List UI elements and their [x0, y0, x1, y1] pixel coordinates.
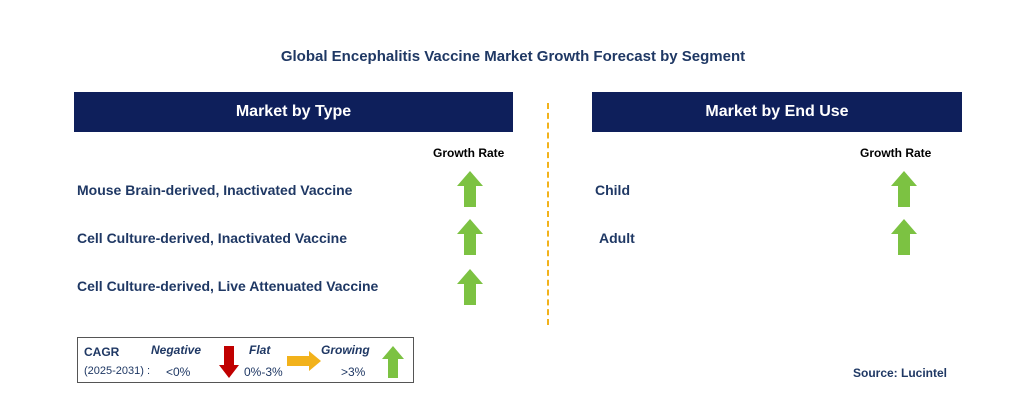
end-use-row-label: Adult: [599, 230, 635, 246]
growing-arrow-icon: [457, 269, 483, 305]
legend-flat-label: Flat: [249, 343, 271, 357]
growing-arrow-icon: [891, 171, 917, 207]
cagr-legend: CAGR (2025-2031) : Negative <0% Flat 0%-…: [77, 337, 414, 383]
legend-growing-range: >3%: [341, 365, 366, 379]
growing-arrow-icon: [891, 219, 917, 255]
growing-arrow-icon: [457, 171, 483, 207]
growing-arrow-icon: [457, 219, 483, 255]
source-note: Source: Lucintel: [852, 366, 947, 380]
legend-growing-label: Growing: [321, 343, 370, 357]
type-row-label: Cell Culture-derived, Live Attenuated Va…: [77, 278, 379, 294]
growth-rate-label-end-use: Growth Rate: [860, 146, 932, 160]
legend-flat-range: 0%-3%: [244, 365, 283, 379]
legend-negative-range: <0%: [166, 365, 191, 379]
negative-arrow-icon: [219, 346, 239, 378]
type-row-label: Mouse Brain-derived, Inactivated Vaccine: [77, 182, 353, 198]
market-by-type-header: Market by Type: [74, 92, 513, 132]
panel-divider: [547, 103, 549, 325]
type-row-label: Cell Culture-derived, Inactivated Vaccin…: [77, 230, 347, 246]
legend-period: (2025-2031) :: [84, 365, 151, 377]
flat-arrow-icon: [287, 351, 321, 371]
legend-negative-label: Negative: [151, 343, 202, 357]
market-by-end-use-header: Market by End Use: [592, 92, 962, 132]
growing-arrow-icon: [382, 346, 404, 378]
end-use-row-label: Child: [595, 182, 630, 198]
growth-rate-label-type: Growth Rate: [433, 146, 505, 160]
page-title: Global Encephalitis Vaccine Market Growt…: [280, 48, 746, 65]
legend-cagr-label: CAGR: [84, 345, 120, 359]
